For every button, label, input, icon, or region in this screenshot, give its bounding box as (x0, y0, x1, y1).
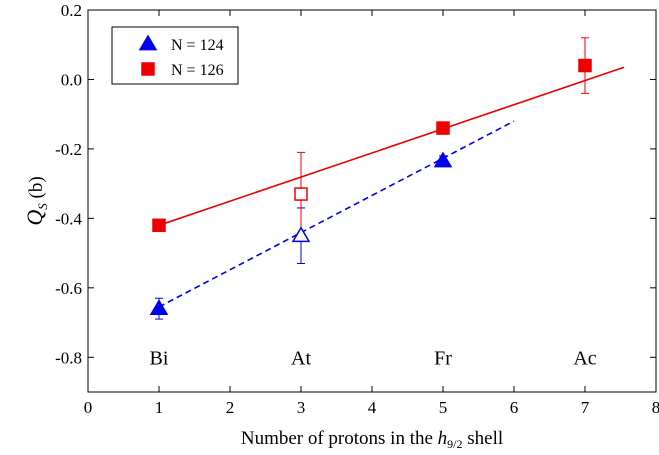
element-label: Bi (150, 347, 169, 369)
x-tick-label: 5 (439, 398, 448, 417)
data-point-square (578, 58, 592, 73)
y-tick-label: 0.2 (61, 1, 82, 20)
x-tick-label: 6 (510, 398, 519, 417)
x-tick-label: 4 (368, 398, 377, 417)
axis-ticks: 0 1 2 3 4 5 6 7 8 -0.8 -0.6 -0.4 -0.2 0.0 0.2 (55, 1, 659, 417)
data-point-square (152, 218, 166, 233)
x-tick-label: 0 (84, 398, 93, 417)
element-label: Ac (573, 347, 596, 369)
x-axis-title: Number of protons in the h9/2 shell (241, 428, 503, 451)
element-label: At (291, 347, 311, 369)
data-point-triangle (291, 226, 311, 243)
y-tick-label: -0.4 (55, 209, 82, 228)
legend-marker-triangle (138, 34, 158, 51)
data-point-square (294, 187, 308, 201)
element-label: Fr (434, 347, 452, 369)
fit-line-n124 (158, 120, 515, 308)
data-point-triangle (433, 151, 453, 168)
fit-line-n126 (158, 66, 625, 227)
data-point-triangle (149, 299, 169, 316)
legend-marker-square (141, 62, 155, 76)
y-tick-label: -0.6 (55, 279, 82, 298)
x-tick-label: 8 (652, 398, 659, 417)
x-tick-label: 1 (155, 398, 164, 417)
y-tick-label: 0.0 (61, 70, 82, 89)
x-tick-label: 3 (297, 398, 306, 417)
x-tick-label: 2 (226, 398, 235, 417)
legend: N = 124 N = 126 (111, 26, 239, 85)
legend-label: N = 124 (171, 37, 224, 54)
data-markers (149, 58, 592, 316)
element-annotations: Bi At Fr Ac (150, 347, 597, 369)
legend-box (111, 26, 239, 85)
y-axis-title: QS (b) (22, 176, 50, 225)
y-tick-label: -0.2 (55, 140, 82, 159)
y-tick-label: -0.8 (55, 348, 82, 367)
fit-lines (158, 66, 625, 308)
legend-label: N = 126 (171, 62, 224, 79)
data-point-square (436, 121, 450, 135)
x-tick-label: 7 (581, 398, 590, 417)
